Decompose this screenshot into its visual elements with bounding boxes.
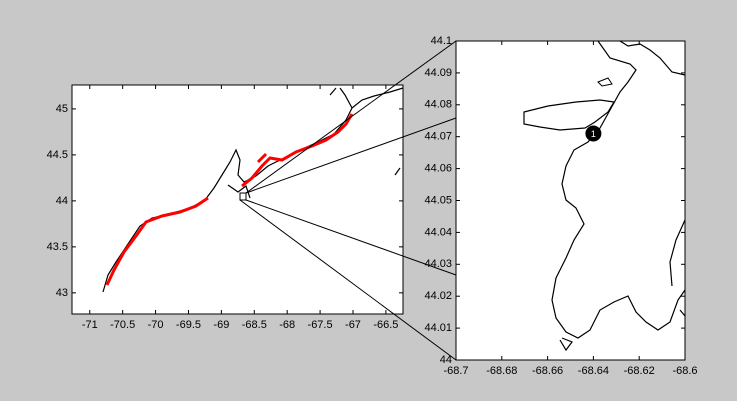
y-tick-label: 44.07: [424, 131, 452, 143]
y-tick-label: 44.08: [424, 99, 452, 111]
y-tick-label: 43: [56, 287, 68, 299]
connector: [245, 117, 457, 194]
y-tick-label: 44.05: [424, 194, 452, 206]
x-tick-label: -68.64: [578, 365, 609, 377]
x-tick-label: -68.62: [624, 365, 655, 377]
connector: [245, 199, 457, 276]
x-tick-label: -67.5: [308, 319, 333, 331]
axes-left: [71, 84, 404, 315]
inset-islet: [597, 77, 613, 87]
y-tick-label: 44.03: [424, 258, 452, 270]
y-tick-label: 44.01: [424, 322, 452, 334]
y-tick-label: 45: [56, 103, 68, 115]
coastline: [102, 87, 404, 293]
connector: [239, 199, 457, 361]
x-tick-label: -68.66: [532, 365, 563, 377]
y-tick-label: 44.06: [424, 163, 452, 175]
x-tick-label: -68: [279, 319, 295, 331]
y-tick-label: 44.5: [47, 149, 68, 161]
x-tick-label: -70.5: [110, 319, 135, 331]
y-tick-label: 44: [56, 195, 68, 207]
connector: [245, 40, 457, 194]
x-tick-label: -68.68: [486, 365, 517, 377]
y-tick-label: 44.04: [424, 226, 452, 238]
point: [585, 125, 602, 142]
y-tick-label: 44.02: [424, 290, 452, 302]
inset-island: [523, 99, 615, 131]
inset-coastline: [551, 40, 686, 352]
x-tick-label: -68.5: [242, 319, 267, 331]
x-tick-label: -71: [82, 319, 98, 331]
point-label: 1: [591, 129, 596, 139]
axes-right: [455, 40, 686, 361]
y-tick-label: 44.1: [431, 35, 452, 47]
x-tick-label: -67: [345, 319, 361, 331]
y-tick-label: 44.09: [424, 67, 452, 79]
x-tick-label: -66.5: [373, 319, 398, 331]
x-tick-label: -69: [213, 319, 229, 331]
x-tick-label: -68.7: [443, 365, 468, 377]
y-tick-label: 43.5: [47, 241, 68, 253]
red-observations: [105, 113, 354, 286]
x-tick-label: -68.6: [672, 365, 697, 377]
x-tick-label: -70: [148, 319, 164, 331]
x-tick-label: -69.5: [176, 319, 201, 331]
zoom-box: [239, 192, 247, 201]
y-tick-label: 44: [440, 354, 452, 366]
